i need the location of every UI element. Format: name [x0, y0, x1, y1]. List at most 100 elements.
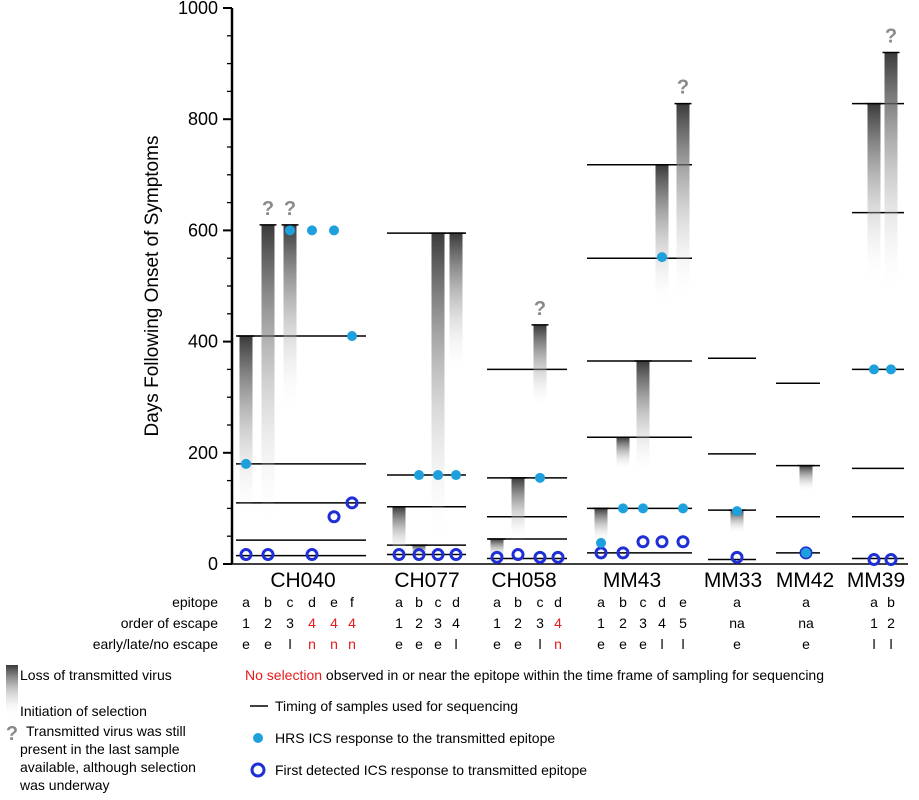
group-label-ch058: CH058: [491, 569, 556, 592]
escape-cell: n: [554, 636, 562, 652]
selection-bar: [594, 508, 608, 542]
order-cell: 4: [308, 615, 316, 631]
first-ics-ring: [511, 548, 525, 562]
order-cell: 3: [286, 615, 294, 631]
order-cell: 2: [887, 615, 895, 631]
order-cell: 3: [536, 615, 544, 631]
category-labels: CH040a1eb2ec3ld4ne4nf4nCH077a1eb2ec3ed4l…: [93, 569, 905, 652]
selection-bar: [431, 233, 445, 548]
hrs-ics-dot: [451, 470, 461, 481]
hrs-ics-dot: [596, 537, 606, 548]
hrs-ics-dot: [886, 364, 896, 375]
legend: Loss of transmitted virus Initiation of s…: [6, 665, 824, 793]
hrs-ics-dot: [678, 503, 688, 514]
epitope-cell: d: [658, 594, 666, 610]
epitope-cell: a: [242, 594, 250, 610]
order-cell: 4: [330, 615, 338, 631]
escape-cell: n: [330, 636, 338, 652]
response-markers: ?????: [239, 25, 898, 567]
question-mark: ?: [534, 298, 546, 320]
selection-bar: [533, 324, 547, 409]
hrs-ics-dot: [801, 547, 811, 558]
escape-cell: e: [733, 636, 741, 652]
escape-cell: l: [872, 636, 875, 652]
first-ics-ring: [551, 550, 565, 564]
selection-bar: [676, 103, 690, 303]
hrs-ics-dot: [433, 470, 443, 481]
question-mark: ?: [677, 77, 689, 99]
epitope-cell: a: [597, 594, 605, 610]
legend-hrs-text: HRS ICS response to the transmitted epit…: [275, 730, 555, 746]
order-cell: 1: [597, 615, 605, 631]
order-cell: 5: [679, 615, 687, 631]
legend-question-text: available, although selection: [20, 759, 196, 775]
legend-gradient-top: Loss of transmitted virus: [20, 667, 172, 683]
epitope-cell: d: [308, 594, 316, 610]
legend-first-text: First detected ICS response to transmitt…: [275, 762, 587, 778]
epitope-cell: c: [640, 594, 647, 610]
epitope-cell: c: [435, 594, 442, 610]
escape-cell: n: [308, 636, 316, 652]
selection-bar: [884, 52, 898, 298]
first-ics-ring: [533, 550, 547, 564]
selection-bar: [511, 477, 525, 542]
y-tick-label: 800: [188, 109, 218, 129]
order-cell: 1: [395, 615, 403, 631]
first-ics-ring: [327, 510, 341, 524]
first-ics-ring: [239, 548, 253, 562]
first-ics-ring: [412, 548, 426, 562]
order-cell: 1: [870, 615, 878, 631]
selection-bar: [239, 336, 253, 520]
order-cell: 4: [658, 615, 666, 631]
hrs-ics-dot: [347, 331, 357, 342]
selection-bar: [449, 233, 463, 375]
epitope-cell: e: [330, 594, 338, 610]
legend-gradient-swatch: [6, 665, 18, 717]
epitope-cell: a: [870, 594, 878, 610]
row-header: order of escape: [121, 615, 218, 631]
escape-cell: l: [681, 636, 684, 652]
first-ics-ring: [636, 535, 650, 549]
escape-cell: e: [493, 636, 501, 652]
epitope-cell: a: [395, 594, 403, 610]
first-ics-ring: [867, 553, 881, 567]
order-cell: 2: [514, 615, 522, 631]
escape-cell: l: [454, 636, 457, 652]
group-label-ch040: CH040: [270, 569, 335, 592]
first-ics-ring: [490, 550, 504, 564]
order-cell: 4: [452, 615, 460, 631]
first-ics-ring: [305, 548, 319, 562]
escape-cell: l: [889, 636, 892, 652]
group-label-mm39: MM39: [847, 569, 905, 592]
selection-bar: [799, 465, 813, 492]
legend-no-selection: No selection observed in or near the epi…: [245, 667, 824, 683]
epitope-cell: d: [554, 594, 562, 610]
question-mark: ?: [885, 25, 897, 47]
selection-bar: [730, 510, 744, 534]
order-cell: 1: [493, 615, 501, 631]
first-ics-ring: [730, 550, 744, 564]
hrs-ics-dot: [285, 225, 295, 236]
order-cell: 1: [242, 615, 250, 631]
first-ics-ring: [616, 546, 630, 560]
group-label-ch077: CH077: [394, 569, 459, 592]
legend-question-mark: ?: [6, 723, 18, 745]
question-mark: ?: [284, 198, 296, 220]
escape-cell: l: [660, 636, 663, 652]
escape-cell: e: [597, 636, 605, 652]
y-axis-label: Days Following Onset of Symptoms: [142, 136, 163, 437]
epitope-cell: a: [733, 594, 741, 610]
legend-gradient-bottom: Initiation of selection: [20, 703, 147, 719]
first-ics-ring: [345, 496, 359, 510]
hrs-ics-dot: [241, 458, 251, 469]
escape-cell: e: [395, 636, 403, 652]
legend-question-text: Transmitted virus was still: [26, 723, 186, 739]
order-cell: 4: [348, 615, 356, 631]
first-ics-ring: [392, 548, 406, 562]
escape-cell: n: [348, 636, 356, 652]
question-mark: ?: [262, 198, 274, 220]
legend-question-text: was underway: [19, 777, 110, 793]
order-cell: 4: [554, 615, 562, 631]
legend-first-ring: [250, 762, 266, 778]
